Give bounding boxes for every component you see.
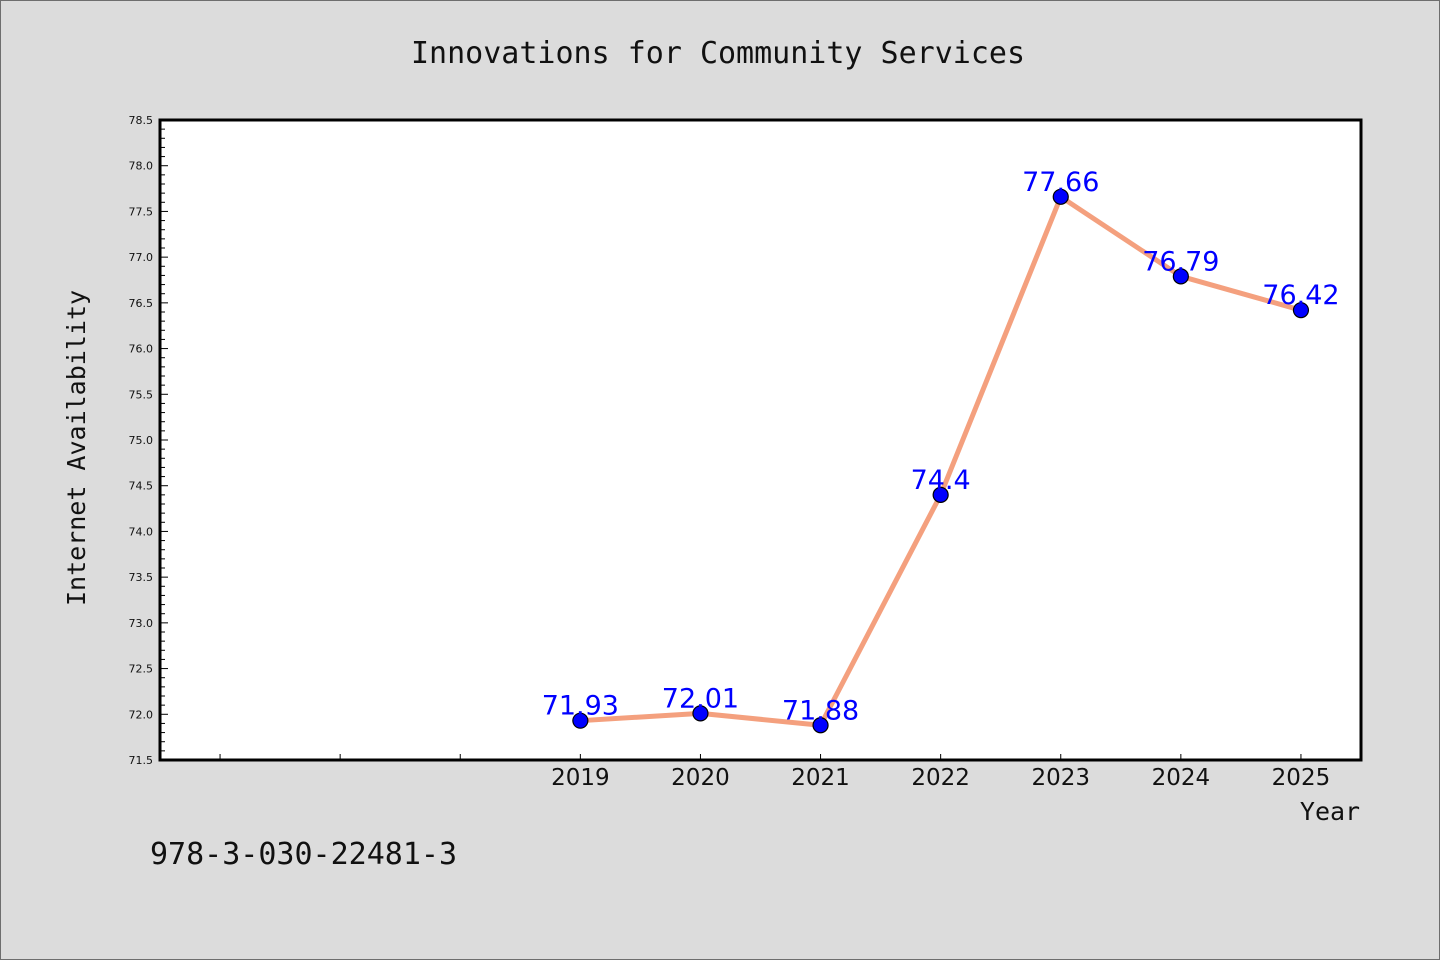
data-markers: [572, 188, 1310, 734]
data-point: [692, 705, 709, 722]
y-tick-label: 76.0: [129, 343, 154, 356]
x-tick-label: 2020: [671, 765, 730, 791]
y-tick-label: 74.5: [129, 480, 154, 493]
data-label: 71.88: [782, 695, 859, 726]
x-axis-label: Year: [1300, 797, 1360, 826]
plot-area: [160, 120, 1361, 760]
data-point: [1172, 268, 1189, 285]
data-point: [1292, 302, 1310, 319]
x-axis: 2019 2020 2021 2022 2023 2024 2025: [219, 754, 1331, 791]
plot-border: [158, 118, 1363, 762]
y-tick-label: 73.0: [129, 617, 154, 630]
y-tick-label: 73.5: [129, 571, 154, 584]
x-tick-label: 2021: [791, 765, 850, 791]
y-tick-label: 72.0: [129, 708, 154, 721]
data-label: 74.4: [911, 465, 971, 496]
data-label: 72.01: [662, 683, 739, 714]
y-tick-label: 77.0: [129, 251, 154, 264]
footer-identifier: 978-3-030-22481-3: [150, 837, 457, 872]
y-tick-label: 77.5: [129, 205, 154, 218]
x-tick-label: 2025: [1272, 765, 1331, 791]
y-tick-label: 71.5: [129, 754, 154, 767]
y-tick-label: 78.0: [129, 160, 154, 173]
y-tick-label: 74.0: [129, 525, 154, 538]
data-labels: 71.93 72.01 71.88 74.4 77.66 76.79 76.42: [542, 167, 1340, 726]
data-point: [812, 717, 829, 734]
data-label: 71.93: [542, 691, 619, 722]
data-label: 76.79: [1142, 246, 1219, 277]
chart-title: Innovations for Community Services: [411, 36, 1025, 71]
data-label: 77.66: [1022, 167, 1099, 198]
data-label: 76.42: [1262, 280, 1339, 311]
x-tick-label: 2022: [911, 765, 970, 791]
data-point: [572, 712, 589, 729]
data-point: [1052, 188, 1069, 205]
y-tick-label: 75.5: [129, 388, 154, 401]
y-tick-label: 72.5: [129, 663, 154, 676]
y-tick-label: 78.5: [129, 114, 154, 127]
y-tick-label: 76.5: [129, 297, 154, 310]
y-axis: 71.5 72.0 72.5 73.0 73.5 74.0 74.5 75.0 75.5 76.0…: [129, 114, 168, 767]
data-point: [932, 486, 949, 503]
x-tick-label: 2024: [1152, 765, 1211, 791]
x-tick-label: 2019: [551, 765, 610, 791]
x-tick-label: 2023: [1031, 765, 1090, 791]
y-axis-label: Internet Availability: [62, 290, 91, 606]
y-tick-label: 75.0: [129, 434, 154, 447]
